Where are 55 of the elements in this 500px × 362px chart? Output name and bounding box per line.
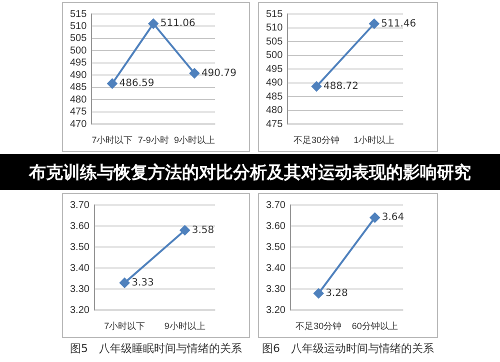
y-tick-label: 475 [70, 106, 88, 118]
y-tick-label: 510 [70, 20, 88, 32]
x-tick-label: 7小时以下 [104, 321, 146, 332]
y-tick-label: 505 [70, 33, 88, 44]
x-tick-label: 7小时以下 [92, 135, 133, 146]
data-label: 3.58 [192, 224, 214, 236]
y-tick-label: 500 [266, 50, 284, 62]
x-tick-label: 7-9小时 [138, 135, 169, 146]
y-tick-label: 470 [70, 118, 88, 130]
data-label: 511.46 [381, 18, 416, 30]
point [148, 18, 158, 29]
y-tick-label: 495 [266, 64, 284, 75]
y-tick-label: 3.70 [266, 200, 286, 211]
y-tick-label: 3.50 [266, 242, 286, 253]
y-tick-label: 3.30 [266, 284, 286, 295]
y-tick-label: 3.20 [70, 304, 90, 316]
y-tick-label: 500 [70, 45, 88, 56]
y-tick-label: 510 [266, 22, 284, 34]
y-tick-label: 495 [70, 58, 88, 69]
y-tick-label: 3.20 [266, 304, 286, 316]
data-label: 3.28 [326, 288, 348, 299]
y-tick-label: 3.40 [70, 262, 90, 274]
y-tick-label: 490 [266, 78, 284, 89]
data-label: 3.64 [382, 212, 404, 224]
point [189, 68, 200, 78]
y-tick-label: 515 [266, 8, 284, 20]
y-tick-label: 505 [266, 36, 284, 48]
data-label: 490.79 [201, 68, 236, 79]
point [107, 78, 118, 89]
y-tick-label: 485 [266, 91, 284, 102]
x-tick-label: 9小时以上 [164, 321, 206, 332]
y-tick-label: 485 [70, 82, 88, 94]
data-label: 511.06 [160, 18, 196, 30]
y-tick-label: 480 [70, 94, 88, 106]
y-tick-label: 475 [266, 118, 284, 130]
y-tick-label: 480 [266, 105, 284, 116]
y-tick-label: 3.40 [266, 262, 286, 274]
y-tick-label: 3.30 [70, 284, 90, 295]
caption: 图6 八年级运动时间与情绪的关系 [261, 341, 435, 356]
x-tick-label: 不足30分钟 [296, 321, 342, 332]
data-label: 488.72 [324, 80, 359, 92]
y-tick-label: 3.70 [70, 200, 90, 211]
text: 布克训练与恢复方法的对比分析及其对运动表现的影响研究 [0, 154, 500, 190]
x-tick-label: 60分钟以上 [352, 321, 398, 332]
y-tick-label: 3.60 [70, 220, 90, 232]
y-tick-label: 3.60 [266, 220, 286, 232]
y-tick-label: 515 [70, 8, 88, 20]
data-label: 486.59 [119, 78, 154, 90]
caption: 图5 八年级睡眠时间与情绪的关系 [69, 341, 243, 356]
y-tick-label: 3.50 [70, 242, 90, 253]
x-tick-label: 9小时以上 [174, 135, 215, 146]
y-tick-label: 490 [70, 70, 88, 81]
x-tick-label: 不足30分钟 [294, 135, 340, 146]
x-tick-label: 1小时以上 [354, 135, 395, 146]
data-label: 3.33 [132, 277, 154, 288]
